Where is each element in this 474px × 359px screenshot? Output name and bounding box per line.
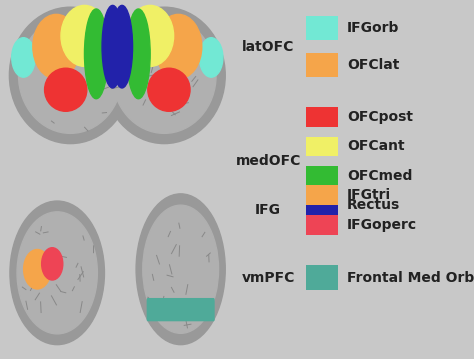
- FancyBboxPatch shape: [306, 16, 337, 40]
- FancyBboxPatch shape: [306, 166, 337, 186]
- Ellipse shape: [112, 17, 216, 133]
- Ellipse shape: [10, 201, 104, 345]
- Text: OFCant: OFCant: [347, 139, 405, 153]
- Ellipse shape: [136, 194, 225, 345]
- FancyBboxPatch shape: [306, 215, 337, 235]
- Ellipse shape: [61, 5, 108, 66]
- Text: Rectus: Rectus: [347, 199, 401, 213]
- Text: IFGorb: IFGorb: [347, 21, 400, 35]
- Text: Frontal Med Orb: Frontal Med Orb: [347, 271, 474, 285]
- FancyBboxPatch shape: [306, 107, 337, 126]
- Ellipse shape: [127, 5, 173, 66]
- Ellipse shape: [155, 14, 202, 79]
- Ellipse shape: [17, 212, 97, 334]
- Ellipse shape: [148, 68, 190, 111]
- FancyBboxPatch shape: [306, 53, 337, 78]
- FancyBboxPatch shape: [306, 265, 337, 290]
- Text: vmPFC: vmPFC: [241, 271, 295, 285]
- Ellipse shape: [111, 5, 133, 88]
- Ellipse shape: [200, 38, 223, 77]
- FancyBboxPatch shape: [146, 298, 215, 321]
- Text: latOFC: latOFC: [242, 40, 294, 53]
- Ellipse shape: [127, 9, 150, 99]
- Ellipse shape: [9, 7, 131, 144]
- Text: OFCmed: OFCmed: [347, 169, 412, 183]
- Text: OFCpost: OFCpost: [347, 110, 413, 124]
- Ellipse shape: [103, 7, 225, 144]
- Ellipse shape: [84, 9, 108, 99]
- Ellipse shape: [45, 68, 87, 111]
- Text: medOFC: medOFC: [236, 154, 301, 168]
- FancyBboxPatch shape: [306, 137, 337, 156]
- FancyBboxPatch shape: [306, 185, 337, 205]
- Text: IFGtri: IFGtri: [347, 188, 391, 202]
- Ellipse shape: [102, 5, 123, 88]
- Ellipse shape: [33, 14, 80, 79]
- Ellipse shape: [42, 248, 63, 280]
- FancyBboxPatch shape: [306, 196, 337, 215]
- Ellipse shape: [24, 250, 51, 289]
- Text: OFClat: OFClat: [347, 59, 400, 72]
- Text: IFGoperc: IFGoperc: [347, 218, 417, 232]
- Ellipse shape: [18, 17, 122, 133]
- Ellipse shape: [12, 38, 35, 77]
- Text: IFG: IFG: [255, 203, 281, 217]
- Ellipse shape: [143, 205, 219, 333]
